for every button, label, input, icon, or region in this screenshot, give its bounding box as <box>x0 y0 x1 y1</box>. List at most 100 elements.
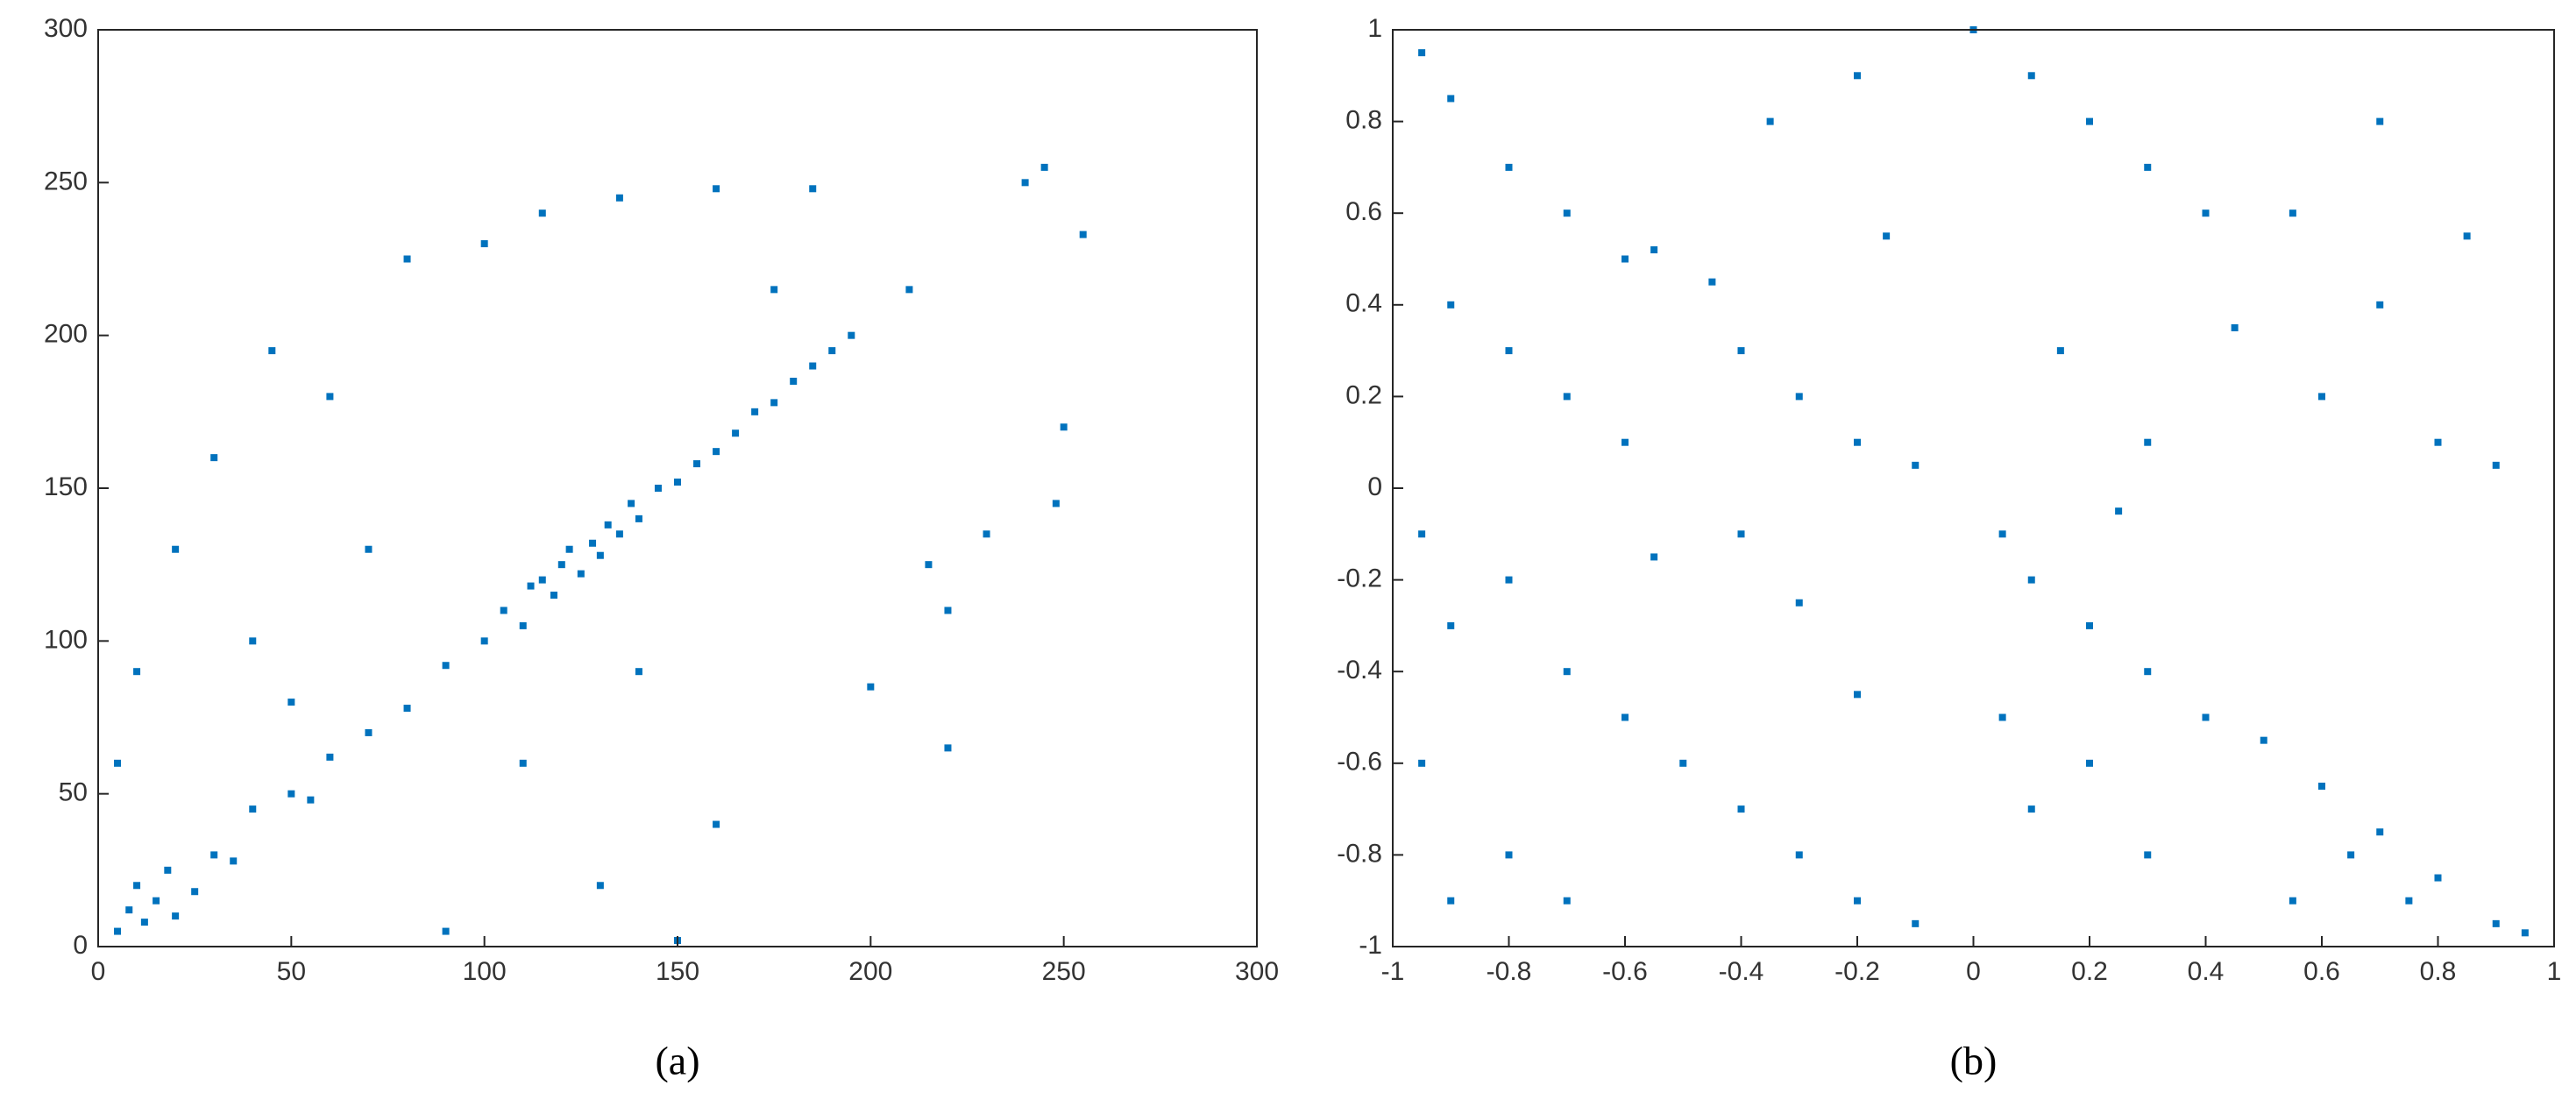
x-tick-label: 0.6 <box>2303 957 2340 986</box>
point <box>1737 347 1745 355</box>
point <box>604 521 612 529</box>
y-tick-label: -1 <box>1359 931 1382 960</box>
point <box>790 377 798 385</box>
point <box>2260 736 2267 744</box>
x-tick-label: 0.4 <box>2188 957 2225 986</box>
point <box>1622 713 1629 721</box>
y-tick-label: 50 <box>59 778 88 807</box>
point <box>1622 255 1629 263</box>
point <box>191 888 199 896</box>
point <box>828 347 836 355</box>
x-tick-label: 0.8 <box>2420 957 2457 986</box>
point <box>770 286 778 294</box>
point <box>2202 713 2210 721</box>
y-tick-label: -0.8 <box>1337 839 1382 868</box>
y-tick-label: 0 <box>1367 472 1382 501</box>
point <box>500 607 507 614</box>
point <box>1563 668 1571 676</box>
y-tick-label: 0.2 <box>1345 380 1382 409</box>
point <box>983 530 990 538</box>
x-tick-label: 0 <box>91 957 106 986</box>
point <box>2144 438 2152 446</box>
y-tick-label: 100 <box>44 625 88 654</box>
point <box>519 759 527 767</box>
point <box>133 668 141 676</box>
point <box>538 209 546 217</box>
point <box>1079 231 1087 238</box>
point <box>1418 530 1426 538</box>
y-tick-label: 0 <box>73 931 88 960</box>
point <box>125 906 133 914</box>
x-tick-label: 1 <box>2547 957 2562 986</box>
point <box>1679 759 1687 767</box>
caption: (b) <box>1950 1039 1998 1083</box>
point <box>1854 438 1861 446</box>
point <box>1795 393 1803 401</box>
x-tick-label: 250 <box>1042 957 1086 986</box>
point <box>565 545 573 553</box>
y-tick-label: -0.2 <box>1337 564 1382 593</box>
point <box>1418 49 1426 57</box>
y-tick-label: 300 <box>44 14 88 43</box>
point <box>172 912 180 920</box>
point <box>527 582 535 590</box>
point <box>925 561 933 569</box>
point <box>114 759 122 767</box>
point <box>1505 347 1513 355</box>
point <box>596 551 604 559</box>
point <box>2027 805 2035 813</box>
point <box>230 857 238 865</box>
point <box>2115 507 2123 515</box>
point <box>751 408 759 415</box>
point <box>2144 668 2152 676</box>
point <box>2492 919 2500 927</box>
point <box>2434 438 2442 446</box>
y-tick-label: -0.4 <box>1337 656 1382 685</box>
point <box>114 927 122 935</box>
axes-box <box>97 29 1258 947</box>
point <box>538 576 546 584</box>
point <box>654 485 662 492</box>
point <box>1447 95 1455 103</box>
point <box>287 699 295 706</box>
point <box>442 927 450 935</box>
point <box>1854 72 1861 80</box>
point <box>2144 163 2152 171</box>
point <box>2144 851 2152 859</box>
point <box>1563 209 1571 217</box>
point <box>2086 117 2093 125</box>
point <box>2318 393 2325 401</box>
point <box>1505 576 1513 584</box>
point <box>1650 553 1658 561</box>
y-tick-label: 200 <box>44 320 88 349</box>
point <box>1854 691 1861 699</box>
x-tick-label: 150 <box>656 957 699 986</box>
point <box>326 753 334 761</box>
x-tick-label: -1 <box>1381 957 1405 986</box>
point <box>1737 805 1745 813</box>
point <box>867 683 875 691</box>
point <box>732 429 740 437</box>
point <box>1563 897 1571 905</box>
point <box>713 820 720 828</box>
point <box>1998 530 2006 538</box>
point <box>1883 232 1891 240</box>
point <box>809 362 817 370</box>
point <box>2086 621 2093 629</box>
point <box>713 448 720 456</box>
point <box>1447 621 1455 629</box>
point <box>577 570 585 578</box>
point <box>1418 759 1426 767</box>
point <box>249 637 257 645</box>
point <box>2376 301 2384 309</box>
point <box>2289 209 2296 217</box>
x-tick-label: -0.8 <box>1487 957 1532 986</box>
y-tick-label: -0.6 <box>1337 748 1382 777</box>
point <box>1912 461 1920 469</box>
point <box>133 882 141 890</box>
x-tick-label: 100 <box>463 957 507 986</box>
point <box>480 240 488 248</box>
x-tick-label: 200 <box>848 957 892 986</box>
point <box>2056 347 2064 355</box>
